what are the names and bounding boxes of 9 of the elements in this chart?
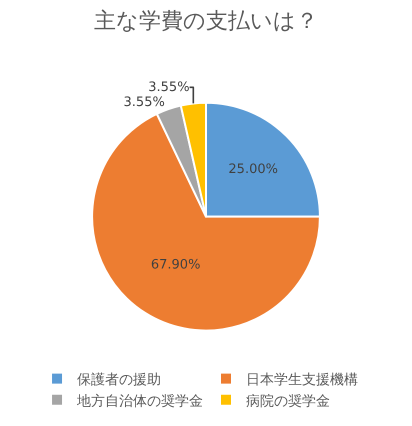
chart-title: 主な学費の支払いは？ xyxy=(94,9,318,34)
legend-label: 保護者の援助 xyxy=(77,372,162,388)
legend-label: 日本学生支援機構 xyxy=(246,372,358,388)
legend-label: 地方自治体の奨学金 xyxy=(76,393,204,410)
data-label: 3.55% xyxy=(148,80,190,95)
data-label: 25.00% xyxy=(228,162,278,177)
data-label: 3.55% xyxy=(124,94,165,110)
legend-label: 病院の奨学金 xyxy=(246,393,330,410)
data-label: 67.90% xyxy=(150,257,200,272)
